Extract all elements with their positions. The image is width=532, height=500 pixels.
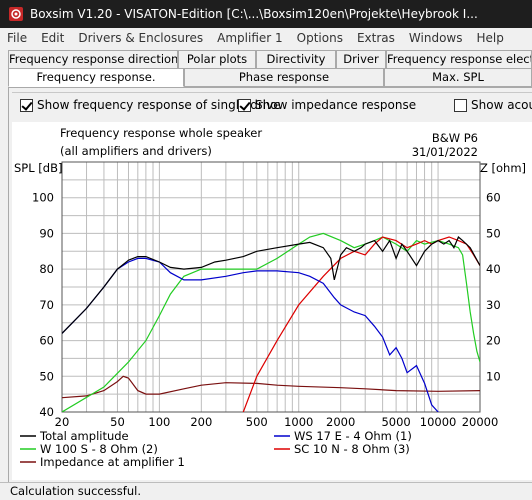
y-tick-label: 100 [32,191,54,205]
x-tick-label: 200 [190,415,212,429]
chart-svg: Frequency response whole speaker (all am… [14,126,526,469]
chart-subtitle: (all amplifiers and drivers) [60,144,212,158]
tab-frequency-response-directions[interactable]: Frequency response directions [8,50,178,69]
menu-file[interactable]: File [7,31,28,45]
plot-frame [61,161,481,413]
option-acoustic[interactable]: Show acous [454,98,532,112]
tab-phase-response[interactable]: Phase response [184,68,384,87]
option-single-drive[interactable]: Show frequency response of single drive [20,98,281,112]
tab-driver[interactable]: Driver [336,50,386,69]
y2-tick-label: 10 [486,369,501,383]
series-line-2 [62,232,480,412]
boxsim-app-icon [9,7,23,21]
single-drive-checkbox[interactable] [20,98,33,112]
menu-windows[interactable]: Windows [408,31,463,45]
single-drive-label: Show frequency response of single drive [37,98,281,112]
y2-tick-label: 60 [486,191,501,205]
menu-bar: File Edit Drivers & Enclosures Amplifier… [0,28,532,48]
legend-label: W 100 S - 8 Ohm (2) [40,442,158,456]
menu-amplifier-1[interactable]: Amplifier 1 [217,31,283,45]
chart-title: Frequency response whole speaker [60,126,262,140]
y-tick-label: 50 [39,369,54,383]
y-tick-label: 40 [39,405,54,419]
y2-tick-label: 50 [486,226,501,240]
x-tick-label: 10000 [420,415,457,429]
y2-tick-label: 20 [486,334,501,348]
acoustic-checkbox[interactable] [454,98,467,112]
y-tick-label: 60 [39,334,54,348]
chart-model: B&W P6 [432,131,478,145]
series-line-4 [62,375,480,399]
impedance-label: Show impedance response [255,98,417,112]
y2-axis-label: Z [ohm] [480,161,526,175]
y-tick-label: 90 [39,226,54,240]
status-text: Calculation successful. [10,484,141,498]
legend-label: SC 10 N - 8 Ohm (3) [294,442,410,456]
y2-tick-label: 40 [486,262,501,276]
legend-label: Total amplitude [39,429,129,443]
menu-edit[interactable]: Edit [41,31,65,45]
series-line-1 [62,257,440,412]
y2-tick-label: 30 [486,298,501,312]
acoustic-label: Show acous [471,98,532,112]
tab-frequency-response-electrical[interactable]: Frequency response electr.. [386,50,532,69]
y-axis-label: SPL [dB] [14,161,62,175]
x-tick-label: 500 [246,415,268,429]
window-title: Boxsim V1.20 - VISATON-Edition [C:\...\B… [30,7,478,21]
frequency-response-chart: Frequency response whole speaker (all am… [12,122,532,480]
option-impedance[interactable]: Show impedance response [238,98,416,112]
tab-max-spl[interactable]: Max. SPL [384,68,532,87]
options-group [12,92,532,120]
tab-directivity[interactable]: Directivity [256,50,336,69]
title-bar: Boxsim V1.20 - VISATON-Edition [C:\...\B… [0,0,532,28]
status-bar: Calculation successful. [0,482,532,500]
tab-frequency-response[interactable]: Frequency response. [8,68,184,87]
x-tick-label: 100 [148,415,170,429]
menu-help[interactable]: Help [476,31,504,45]
tab-polar-plots[interactable]: Polar plots [178,50,256,69]
x-tick-label: 20000 [462,415,499,429]
y-tick-label: 70 [39,298,54,312]
menu-extras[interactable]: Extras [356,31,395,45]
y-tick-label: 80 [39,262,54,276]
x-tick-label: 20 [55,415,70,429]
legend-label: Impedance at amplifier 1 [40,455,185,469]
tab-row-1: Frequency response directions Polar plot… [8,50,532,69]
series-line-0 [62,236,480,334]
chart-date: 31/01/2022 [412,145,478,159]
series-line-3 [242,236,480,412]
x-tick-label: 2000 [326,415,355,429]
x-tick-label: 1000 [284,415,313,429]
tab-row-2: Frequency response. Phase response Max. … [8,68,532,87]
legend-label: WS 17 E - 4 Ohm (1) [294,429,412,443]
menu-options[interactable]: Options [296,31,343,45]
impedance-checkbox[interactable] [238,98,251,112]
x-tick-label: 5000 [381,415,410,429]
menu-drivers-enclosures[interactable]: Drivers & Enclosures [78,31,204,45]
x-tick-label: 50 [110,415,125,429]
